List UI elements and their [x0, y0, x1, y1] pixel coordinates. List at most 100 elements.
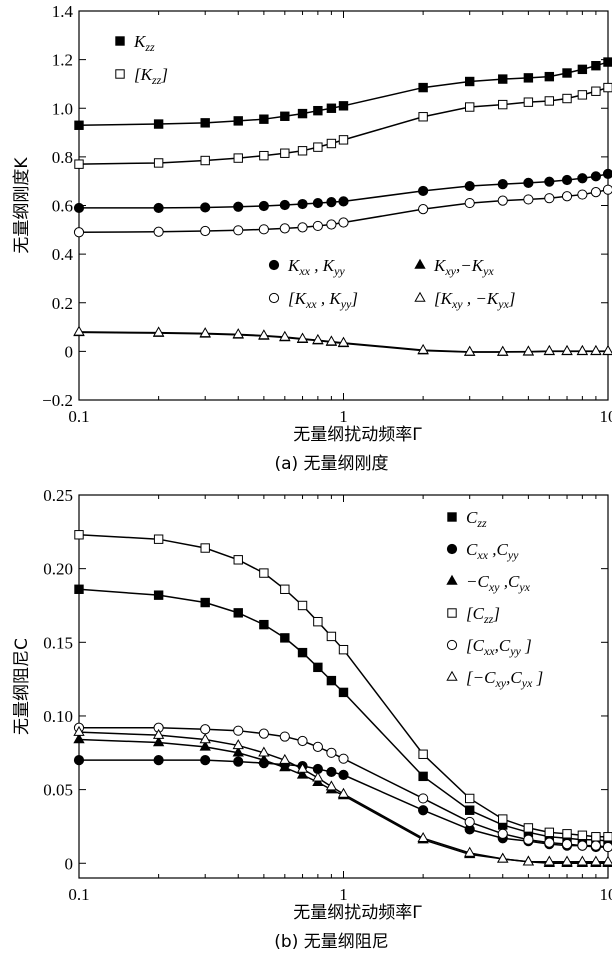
data-point — [577, 173, 588, 184]
data-point — [280, 111, 290, 121]
data-point — [200, 118, 210, 128]
x-axis-label: 无量纲扰动频率Γ — [293, 903, 422, 923]
data-point — [232, 328, 244, 339]
data-point — [232, 739, 244, 750]
data-point — [280, 584, 290, 594]
data-point — [464, 197, 475, 209]
data-point — [544, 827, 555, 838]
data-point — [418, 112, 428, 122]
data-point — [418, 805, 429, 816]
data-point — [577, 840, 588, 851]
data-point — [297, 108, 308, 119]
data-point — [417, 831, 429, 842]
data-point — [326, 219, 337, 230]
data-point — [498, 99, 508, 110]
legend-label: −Cxy ,Cyx — [466, 572, 531, 594]
data-point — [418, 793, 429, 804]
legend-label: Kxx , Kyy — [287, 256, 345, 278]
series-5 — [73, 325, 612, 356]
data-point — [233, 153, 243, 163]
legend-1: Kxx , Kyy Kxy,−Kyx [Kxx , Kyy] [Kxy , −Kyx] — [268, 256, 515, 311]
legend-marker — [447, 608, 457, 618]
data-point — [279, 199, 290, 211]
data-point — [313, 105, 323, 116]
data-point — [280, 148, 290, 158]
data-point — [590, 344, 602, 355]
legend-marker — [447, 512, 457, 522]
data-point — [590, 171, 601, 182]
data-point — [199, 740, 211, 751]
data-point — [523, 834, 534, 845]
data-point — [576, 344, 589, 355]
data-point — [325, 780, 338, 791]
data-point — [152, 326, 165, 337]
data-point — [153, 590, 164, 600]
data-point — [418, 204, 429, 215]
data-point — [152, 728, 165, 739]
data-point — [326, 196, 337, 208]
x-tick-label: 0.1 — [68, 407, 89, 426]
data-point — [233, 608, 243, 618]
data-point — [602, 855, 612, 866]
data-point — [296, 768, 309, 779]
data-point — [464, 816, 475, 828]
data-point — [280, 633, 290, 643]
data-point — [153, 158, 164, 168]
data-point — [338, 135, 349, 145]
legend-label: [Kzz] — [134, 65, 168, 87]
legend-label: [Kxy , −Kyx] — [434, 289, 515, 311]
panel-caption: (a) 无量纲刚度 — [274, 454, 388, 474]
data-point — [259, 114, 269, 124]
data-point — [312, 220, 323, 232]
data-point — [297, 647, 308, 658]
y-axis-label: 无量纲阻尼C — [12, 638, 32, 735]
series-line — [78, 588, 609, 842]
legend-marker — [446, 574, 458, 585]
x-tick-label: 0.1 — [68, 885, 89, 904]
data-point — [297, 600, 308, 611]
data-point — [259, 150, 269, 161]
data-point — [603, 82, 612, 93]
data-point — [418, 771, 428, 782]
data-point — [326, 747, 337, 758]
data-point — [523, 823, 534, 833]
data-point — [590, 840, 601, 851]
data-point — [312, 197, 323, 209]
data-point — [313, 142, 323, 152]
data-point — [602, 168, 612, 179]
y-tick-label: 0 — [65, 854, 74, 873]
data-point — [464, 805, 475, 815]
data-point — [74, 120, 84, 130]
data-point — [153, 202, 164, 214]
data-point — [279, 223, 290, 234]
data-point — [464, 102, 475, 112]
data-point — [577, 64, 588, 75]
data-point — [577, 90, 588, 100]
data-point — [296, 762, 309, 773]
legend-label: Kxy,−Kyx — [433, 256, 494, 278]
data-point — [312, 741, 323, 752]
data-point — [74, 159, 84, 169]
legend-marker — [446, 639, 458, 651]
data-point — [338, 101, 349, 111]
data-point — [326, 631, 337, 642]
data-point — [523, 177, 534, 188]
data-point — [325, 335, 338, 346]
data-point — [338, 753, 349, 764]
data-point — [258, 329, 270, 340]
x-axis-label: 无量纲扰动频率Γ — [293, 425, 422, 445]
data-point — [497, 179, 508, 190]
legend-marker — [268, 259, 280, 271]
data-point — [603, 832, 612, 842]
data-point — [562, 68, 572, 78]
data-point — [544, 176, 555, 187]
x-tick-label: 10 — [600, 407, 612, 426]
data-point — [296, 332, 309, 343]
data-point — [233, 725, 244, 736]
data-point — [258, 746, 270, 757]
data-point — [603, 57, 612, 67]
legend-label: Cxx ,Cyy — [466, 540, 519, 562]
data-point — [337, 787, 350, 798]
data-point — [279, 753, 291, 764]
x-tick-label: 1 — [339, 407, 348, 426]
